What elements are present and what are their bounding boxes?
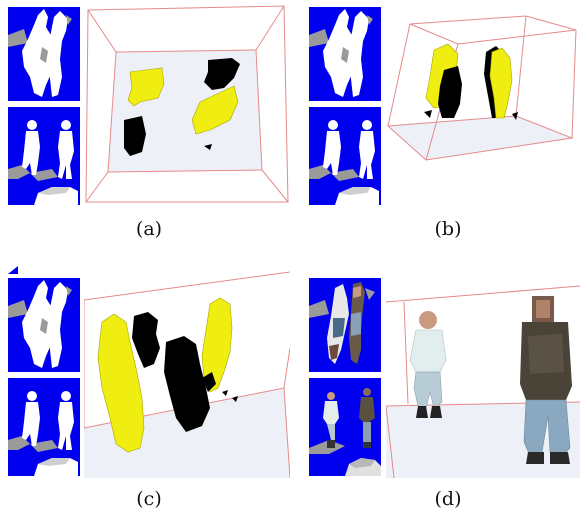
corner-mark (8, 266, 18, 274)
panel-d-color-front-view (309, 378, 381, 476)
black-voxel-person-1 (132, 312, 160, 368)
panel-d-caption: (d) (434, 488, 462, 510)
black-voxel-person-1 (124, 116, 146, 156)
textured-person-2 (520, 296, 572, 464)
black-voxel-person-2 (204, 58, 240, 90)
panel-d-textured-view (386, 276, 580, 478)
panel-c-silhouette-front-view (8, 378, 80, 476)
black-voxel-person-2 (164, 336, 210, 432)
panel-b-silhouette-top-view (309, 7, 381, 101)
panel-b-silhouette-front-view (309, 107, 381, 205)
panel-c-caption: (c) (136, 488, 162, 510)
panel-d-color-top-view (309, 278, 381, 372)
panel-c-voxel-view (84, 268, 290, 478)
panel-b-caption: (b) (434, 218, 462, 240)
textured-person-1 (409, 311, 447, 418)
yellow-voxel-person-1 (97, 313, 145, 453)
panel-a-voxel-view (84, 2, 290, 206)
panel-c-silhouette-top-view (8, 278, 80, 372)
yellow-voxel-person-1 (127, 67, 165, 107)
black-voxel-person-1 (438, 66, 462, 118)
panel-a-silhouette-top-view (8, 7, 80, 101)
panel-b-voxel-view (386, 14, 580, 164)
yellow-voxel-person-2 (201, 297, 233, 393)
yellow-voxel-person-2 (489, 47, 513, 119)
yellow-voxel-person-2 (191, 85, 239, 135)
panel-a-caption: (a) (135, 218, 163, 240)
panel-a-silhouette-front-view (8, 107, 80, 205)
